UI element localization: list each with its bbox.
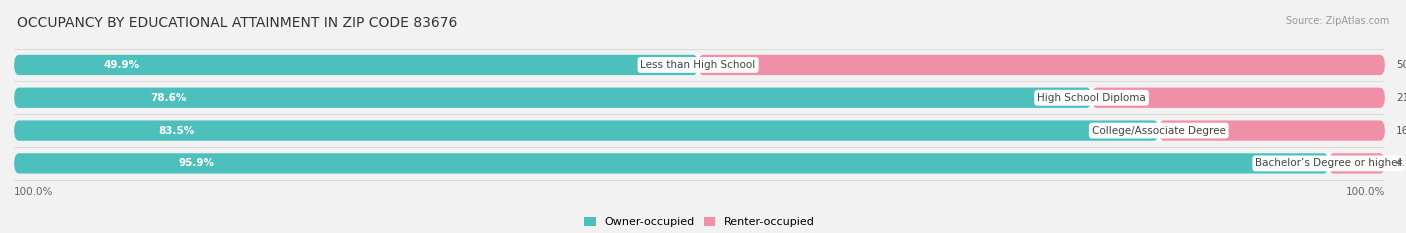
Text: 78.6%: 78.6%: [150, 93, 187, 103]
FancyBboxPatch shape: [14, 55, 1385, 75]
Text: 100.0%: 100.0%: [14, 187, 53, 197]
Text: 4.1%: 4.1%: [1396, 158, 1406, 168]
Text: Less than High School: Less than High School: [641, 60, 756, 70]
FancyBboxPatch shape: [14, 88, 1091, 108]
Text: 95.9%: 95.9%: [179, 158, 215, 168]
FancyBboxPatch shape: [14, 88, 1385, 108]
Text: 50.1%: 50.1%: [1396, 60, 1406, 70]
FancyBboxPatch shape: [14, 153, 1385, 174]
Text: College/Associate Degree: College/Associate Degree: [1092, 126, 1226, 136]
Text: 100.0%: 100.0%: [1346, 187, 1385, 197]
Text: Source: ZipAtlas.com: Source: ZipAtlas.com: [1285, 16, 1389, 26]
FancyBboxPatch shape: [1091, 88, 1385, 108]
FancyBboxPatch shape: [14, 120, 1385, 141]
Text: 49.9%: 49.9%: [103, 60, 139, 70]
Text: 21.4%: 21.4%: [1396, 93, 1406, 103]
Text: 83.5%: 83.5%: [159, 126, 194, 136]
FancyBboxPatch shape: [14, 55, 699, 75]
FancyBboxPatch shape: [1329, 153, 1385, 174]
FancyBboxPatch shape: [14, 153, 1329, 174]
Legend: Owner-occupied, Renter-occupied: Owner-occupied, Renter-occupied: [585, 217, 814, 227]
Text: Bachelor’s Degree or higher: Bachelor’s Degree or higher: [1256, 158, 1402, 168]
Text: 16.5%: 16.5%: [1396, 126, 1406, 136]
FancyBboxPatch shape: [1159, 120, 1385, 141]
FancyBboxPatch shape: [699, 55, 1385, 75]
Text: OCCUPANCY BY EDUCATIONAL ATTAINMENT IN ZIP CODE 83676: OCCUPANCY BY EDUCATIONAL ATTAINMENT IN Z…: [17, 16, 457, 30]
Text: High School Diploma: High School Diploma: [1038, 93, 1146, 103]
FancyBboxPatch shape: [14, 120, 1159, 141]
